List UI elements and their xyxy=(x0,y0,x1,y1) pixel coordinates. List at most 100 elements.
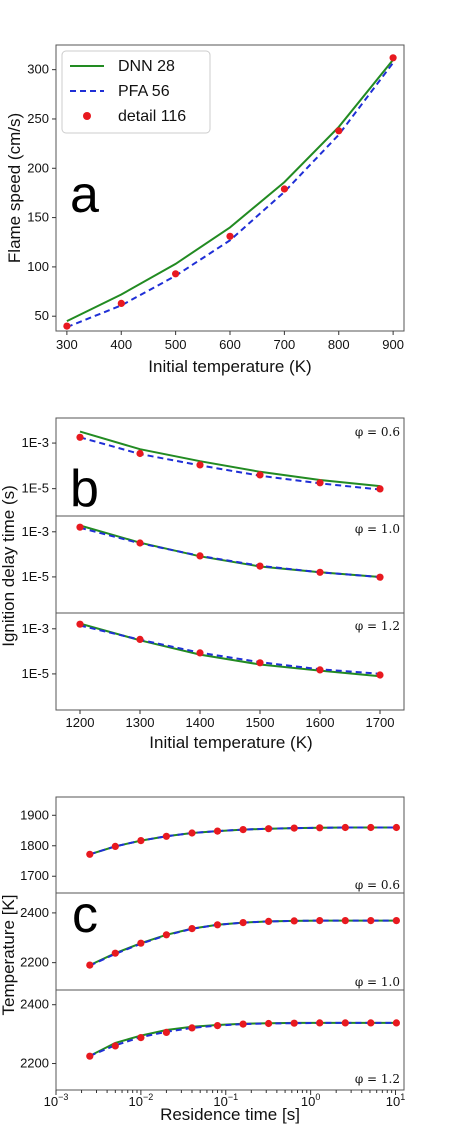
x-tick-label: 10−1 xyxy=(213,1092,238,1109)
panel-c: 10−3 10−2 10−1 100 101 1700 1800 1900 2200 2400 22… xyxy=(0,796,405,1124)
legend: DNN 28 PFA 56 detail 116 xyxy=(61,50,211,134)
y-tick-label: 100 xyxy=(27,259,49,274)
panel-a-letter: a xyxy=(70,166,99,224)
panel-c-phi-2: φ = 1.0 xyxy=(355,975,400,989)
panel-c-sub2-detail-point xyxy=(111,949,119,957)
panel-c-xlabel: Residence time [s] xyxy=(160,1105,300,1124)
panel-c-sub3-detail-point xyxy=(341,1019,349,1027)
panel-b-sub2-detail-point xyxy=(376,573,384,581)
panel-c-sub1-detail-point xyxy=(137,837,145,845)
panel-b-sub3-detail-point xyxy=(376,671,384,679)
panel-c-sub2-detail-point xyxy=(392,917,400,925)
panel-b-ylabel: Ignition delay time (s) xyxy=(0,485,18,647)
x-tick-label: 900 xyxy=(382,337,404,352)
panel-c-sub2-detail-point xyxy=(265,917,273,926)
panel-c-sub1-detail-point xyxy=(316,824,324,832)
panel-c-sub3-detail-point xyxy=(188,1024,196,1032)
panel-b-sub3-pfa-line xyxy=(79,624,381,675)
panel-b-sub2-pfa-line xyxy=(79,526,381,578)
panel-b-sub3-detail-point xyxy=(136,635,144,644)
panel-c-ticks: 10−3 10−2 10−1 100 101 1700 1800 1900 2200 2400 22… xyxy=(20,807,405,1109)
x-tick-label: 600 xyxy=(219,337,241,352)
panel-a-detail-point xyxy=(63,322,71,330)
panel-c-sub3-detail-point xyxy=(316,1019,324,1027)
y-tick-label: 50 xyxy=(35,308,49,323)
x-tick-label: 1500 xyxy=(246,715,275,730)
panel-b-ticks: 1200 1300 1400 1500 1600 1700 1E-3 1E-5 1E-3 1E-5… xyxy=(22,435,395,730)
panel-c-sub2-detail-point xyxy=(290,917,298,925)
panel-c-sub1-detail-point xyxy=(367,823,375,832)
panel-c-sub2-detail-point xyxy=(137,939,145,947)
panel-c-phi-1: φ = 0.6 xyxy=(355,878,400,892)
y-tick-label: 1E-5 xyxy=(22,481,49,496)
panel-a: 300 400 500 600 700 800 900 50 100 150 200 250 300 a… xyxy=(5,44,405,376)
y-tick-label: 250 xyxy=(27,111,49,126)
x-tick-label: 400 xyxy=(110,337,132,352)
panel-c-sub1-detail-point xyxy=(213,827,222,835)
panel-b-sub2-detail-point xyxy=(76,523,84,531)
panel-c-sub3-detail-point xyxy=(367,1019,375,1027)
panel-a-detail-point xyxy=(172,270,180,278)
panel-b-sub1-detail-point xyxy=(376,485,384,493)
y-tick-label: 1E-5 xyxy=(22,666,49,681)
panel-c-sub1-detail-point xyxy=(162,832,170,840)
panel-a-detail-point xyxy=(335,127,343,135)
panel-a-dnn-line xyxy=(66,59,394,322)
panel-b: 1200 1300 1400 1500 1600 1700 1E-3 1E-5 1E-3 1E-5… xyxy=(0,417,405,752)
panel-b-frame xyxy=(55,417,405,711)
panel-c-sub3-detail-point xyxy=(137,1034,145,1042)
panel-b-sub1-detail-point xyxy=(76,433,84,441)
x-tick-label: 10−3 xyxy=(44,1092,69,1109)
panel-c-phi-3: φ = 1.2 xyxy=(355,1072,400,1086)
panel-b-letter: b xyxy=(70,460,99,518)
panel-c-sub2-detail-point xyxy=(86,961,94,969)
panel-b-phi-1: φ = 0.6 xyxy=(355,425,400,439)
y-tick-label: 2400 xyxy=(20,997,49,1012)
panel-c-sub3-detail-point xyxy=(265,1019,273,1028)
panel-a-detail-point xyxy=(280,185,288,193)
x-tick-label: 101 xyxy=(386,1092,405,1109)
x-tick-label: 1300 xyxy=(126,715,155,730)
panel-c-sub3-detail-point xyxy=(162,1028,170,1036)
panel-b-sub1-detail-point xyxy=(316,479,324,487)
panel-c-sub1-detail-point xyxy=(86,850,94,858)
panel-b-sub2-detail-point xyxy=(256,562,264,570)
x-tick-label: 300 xyxy=(56,337,78,352)
panel-b-sub3-detail-point xyxy=(76,620,84,628)
panel-c-series xyxy=(86,823,400,1060)
panel-c-sub3-detail-point xyxy=(111,1042,119,1050)
panel-c-sub3-detail-point xyxy=(290,1019,298,1027)
y-tick-label: 2200 xyxy=(20,955,49,970)
y-tick-label: 1900 xyxy=(20,807,49,822)
x-tick-label: 1200 xyxy=(66,715,95,730)
panel-c-sub1-detail-point xyxy=(341,823,349,832)
y-tick-label: 1800 xyxy=(20,838,49,853)
legend-detail-label: detail 116 xyxy=(118,108,186,125)
y-tick-label: 2400 xyxy=(20,905,49,920)
panel-a-ylabel: Flame speed (cm/s) xyxy=(5,113,24,263)
panel-c-sub3-detail-point xyxy=(86,1052,94,1060)
panel-c-sub2-detail-point xyxy=(367,917,375,925)
y-tick-label: 300 xyxy=(27,62,49,77)
panel-b-sub1-dnn-line xyxy=(79,430,381,488)
legend-box xyxy=(61,50,211,134)
x-tick-label: 1700 xyxy=(366,715,395,730)
panel-b-phi-2: φ = 1.0 xyxy=(355,522,400,536)
panel-b-sub2-detail-point xyxy=(316,568,324,576)
panel-b-sub3-detail-point xyxy=(256,659,264,667)
panel-c-letter: c xyxy=(72,886,98,944)
panel-c-sub1-detail-point xyxy=(290,824,298,832)
panel-a-series xyxy=(63,54,397,330)
panel-c-sub1-detail-point xyxy=(188,829,196,837)
panel-c-sub3-detail-point xyxy=(239,1020,247,1028)
panel-c-sub2-detail-point xyxy=(188,925,196,933)
y-tick-label: 200 xyxy=(27,160,49,175)
panel-b-sub3-detail-point xyxy=(316,666,324,674)
panel-c-sub2-detail-point xyxy=(316,917,324,925)
legend-dnn-label: DNN 28 xyxy=(118,58,175,75)
panel-a-detail-point xyxy=(389,54,397,62)
legend-pfa-label: PFA 56 xyxy=(118,83,170,100)
panel-b-sub1-pfa-line xyxy=(79,436,381,491)
y-tick-label: 1E-3 xyxy=(22,621,49,636)
